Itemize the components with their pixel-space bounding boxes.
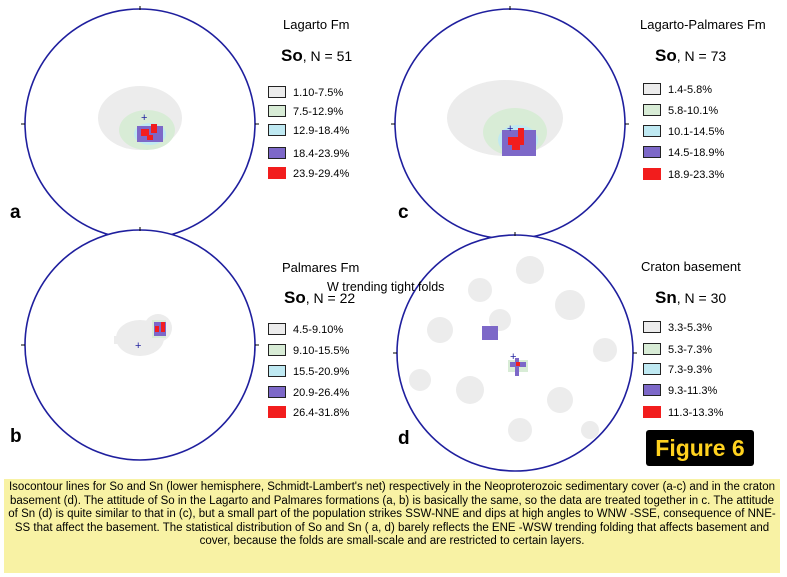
center-mark-b: + — [135, 340, 141, 352]
legend-swatch — [268, 124, 286, 136]
legend-swatch — [268, 406, 286, 418]
density-contours-b — [114, 314, 172, 356]
legend-label: 18.4-23.9% — [293, 148, 350, 160]
legend-swatch — [643, 321, 661, 333]
legend-swatch — [643, 168, 661, 180]
legend-swatch — [643, 406, 661, 418]
legend-label: 20.9-26.4% — [293, 387, 350, 399]
legend-swatch — [268, 344, 286, 356]
legend-label: 11.3-13.3% — [668, 407, 724, 419]
legend-swatch — [268, 323, 286, 335]
symbol-b: So — [284, 288, 306, 307]
legend-label: 12.9-18.4% — [293, 125, 350, 137]
symbol-a: So — [281, 46, 303, 65]
legend-label: 7.3-9.3% — [668, 364, 713, 376]
symbol-d: Sn — [655, 288, 677, 307]
n-count-d: Sn, N = 30 — [655, 288, 726, 308]
legend-label: 3.3-5.3% — [668, 322, 713, 334]
center-mark-a: + — [141, 112, 147, 124]
legend-label: 4.5-9.10% — [293, 324, 344, 336]
stereonet-plots: + + + — [21, 6, 637, 472]
figure-caption: Isocontour lines for So and Sn (lower he… — [4, 479, 780, 573]
legend-swatch — [643, 146, 661, 158]
n-text-b: , N = 22 — [305, 290, 356, 306]
legend-swatch — [268, 147, 286, 159]
legend-swatch — [643, 343, 661, 355]
legend-swatch — [643, 104, 661, 116]
n-count-b: So, N = 22 — [284, 288, 355, 308]
n-count-c: So, N = 73 — [655, 46, 726, 66]
figure-label-box: Figure 6 — [646, 430, 754, 466]
legend-label: 26.4-31.8% — [293, 407, 350, 419]
n-text-a: , N = 51 — [302, 48, 353, 64]
center-mark-d: + — [510, 351, 516, 363]
density-contours-a — [98, 86, 182, 150]
legend-label: 23.9-29.4% — [293, 168, 350, 180]
legend-swatch — [268, 105, 286, 117]
legend-swatch — [268, 86, 286, 98]
panel-letter-b: b — [10, 426, 22, 447]
legend-label: 14.5-18.9% — [668, 147, 725, 159]
legend-label: 1.10-7.5% — [293, 87, 344, 99]
legend-label: 9.3-11.3% — [668, 385, 718, 397]
stereonet-a: + — [21, 6, 259, 240]
overlay-text: W trending tight folds — [327, 280, 445, 294]
legend-swatch — [643, 363, 661, 375]
legend-swatch — [268, 167, 286, 179]
n-text-d: , N = 30 — [676, 290, 727, 306]
stereonet-b: + — [21, 227, 259, 461]
panel-letter-d: d — [398, 428, 410, 449]
figure-label: Figure 6 — [655, 435, 745, 461]
panel-letter-c: c — [398, 202, 409, 223]
legend-swatch — [643, 125, 661, 137]
legend-label: 9.10-15.5% — [293, 345, 350, 357]
stereonet-c: + — [391, 6, 629, 240]
density-contours-c — [447, 80, 563, 156]
legend-label: 1.4-5.8% — [668, 84, 713, 96]
symbol-c: So — [655, 46, 677, 65]
legend-label: 5.8-10.1% — [668, 105, 719, 117]
stereonet-d: + — [393, 232, 637, 472]
legend-label: 18.9-23.3% — [668, 169, 725, 181]
legend-label: 10.1-14.5% — [668, 126, 725, 138]
legend-label: 5.3-7.3% — [668, 344, 713, 356]
formation-title-c: Lagarto-Palmares Fm — [640, 17, 766, 32]
legend-swatch — [268, 365, 286, 377]
formation-title-d: Craton basement — [641, 259, 741, 274]
density-contours-d — [409, 256, 617, 442]
formation-title-a: Lagarto Fm — [283, 17, 350, 32]
legend-swatch — [643, 83, 661, 95]
panel-letter-a: a — [10, 202, 21, 223]
legend-label: 7.5-12.9% — [293, 106, 344, 118]
legend-swatch — [643, 384, 661, 396]
legend-swatch — [268, 386, 286, 398]
formation-title-b: Palmares Fm — [282, 260, 360, 275]
n-count-a: So, N = 51 — [281, 46, 352, 66]
center-mark-c: + — [507, 123, 513, 135]
n-text-c: , N = 73 — [676, 48, 727, 64]
legend-label: 15.5-20.9% — [293, 366, 350, 378]
